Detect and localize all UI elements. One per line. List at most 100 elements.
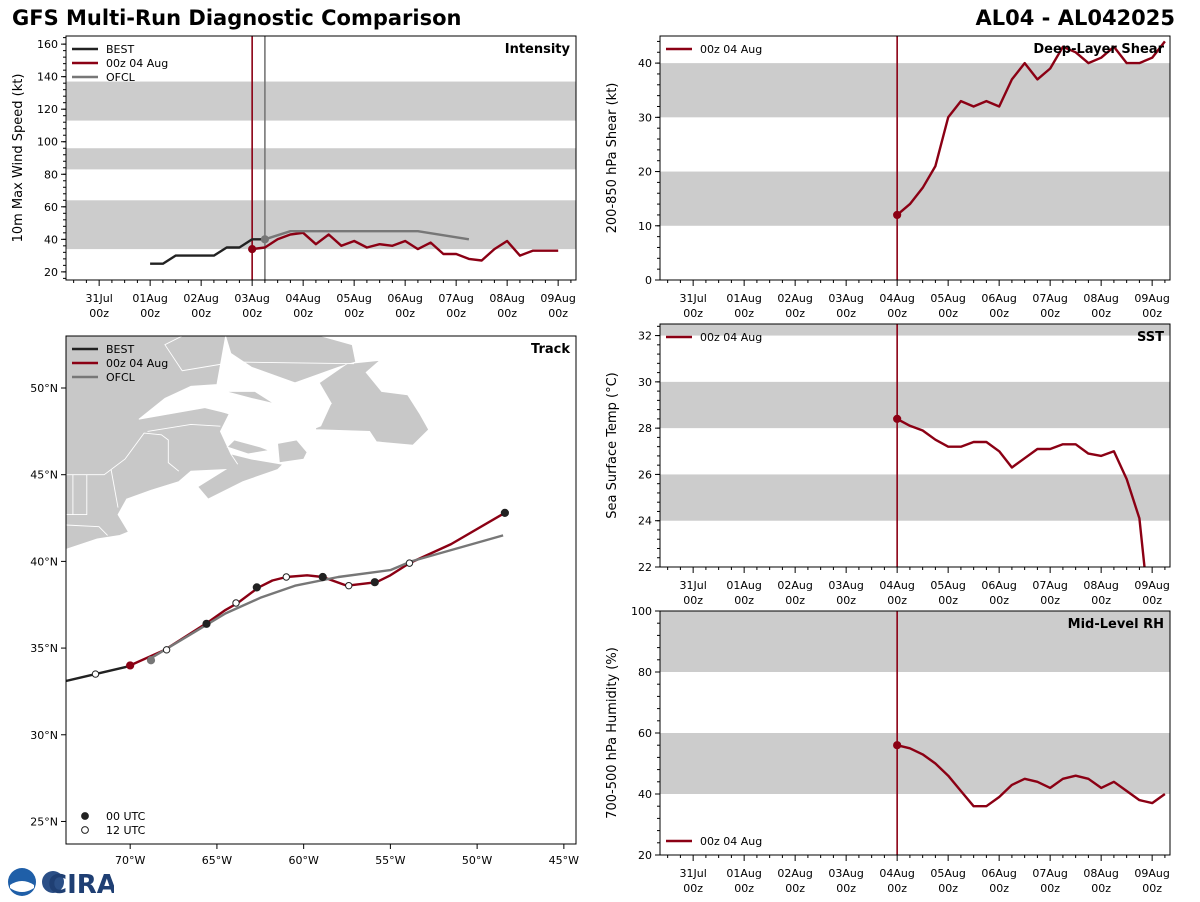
y-tick-label: 100	[631, 605, 652, 618]
chart-rh: 20 40 60 80 100 31Jul 00z 01Aug 00z 02Aug 00z 03Aug…	[605, 605, 1171, 895]
plot-area	[66, 36, 576, 280]
land-pei	[226, 439, 271, 455]
x-tick-label: 00z	[887, 594, 907, 607]
x-tick-label: 09Aug	[1134, 292, 1169, 305]
data-point-best	[318, 572, 327, 582]
x-tick-label: 70°W	[115, 854, 145, 867]
x-tick-label: 03Aug	[828, 867, 863, 880]
x-tick-label: 00z	[1040, 594, 1060, 607]
series-line-best	[150, 238, 265, 265]
data-point-best	[91, 670, 100, 678]
legend-label: 00z 04 Aug	[106, 357, 168, 370]
x-tick-label: 31Jul	[680, 579, 707, 592]
x-tick-label: 07Aug	[1032, 579, 1067, 592]
data-point-best	[500, 508, 509, 517]
state-border	[110, 469, 119, 508]
y-tick-label: 45°N	[30, 469, 58, 482]
x-tick-label: 00z	[836, 882, 856, 895]
x-tick-label: 00z	[938, 882, 958, 895]
cira-globe-icon	[42, 871, 64, 893]
series-line-ofcl	[264, 229, 470, 241]
x-tick-label: 00z	[191, 307, 211, 320]
y-tick-label: 10	[638, 220, 652, 233]
x-tick-label: 08Aug	[489, 292, 524, 305]
data-point-best	[232, 599, 240, 607]
y-axis-label: 200-850 hPa Shear (kt)	[605, 83, 620, 234]
plot-area	[660, 324, 1170, 567]
data-point-best	[370, 578, 379, 587]
labrador-border	[164, 336, 355, 372]
x-tick-label: 00z	[887, 307, 907, 320]
plot-area	[660, 611, 1170, 855]
y-tick-label: 80	[638, 666, 652, 679]
x-tick-label: 00z	[734, 594, 754, 607]
cira-logo: CIRA	[4, 866, 117, 900]
x-tick-label: 00z	[548, 307, 568, 320]
land-newfoundland	[313, 359, 430, 446]
y-axis-label: Sea Surface Temp (°C)	[605, 372, 620, 519]
legend-label: 00z 04 Aug	[106, 57, 168, 70]
series-line-run	[896, 744, 1166, 808]
logo-mark: CIRA	[8, 868, 117, 900]
y-tick-label: 140	[37, 71, 58, 84]
x-tick-label: 02Aug	[777, 292, 812, 305]
x-tick-label: 06Aug	[387, 292, 422, 305]
x-tick-label: 08Aug	[1083, 867, 1118, 880]
x-tick-label: 05Aug	[336, 292, 371, 305]
x-tick-label: 45°W	[549, 854, 579, 867]
data-point-run	[248, 244, 257, 254]
y-tick-label: 40°N	[30, 555, 58, 568]
y-tick-label: 30	[638, 111, 652, 124]
x-tick-label: 08Aug	[1083, 292, 1118, 305]
x-tick-label: 03Aug	[828, 579, 863, 592]
y-tick-label: 40	[44, 233, 58, 246]
x-tick-label: 31Jul	[86, 292, 113, 305]
y-tick-label: 30°N	[30, 729, 58, 742]
x-tick-label: 02Aug	[777, 579, 812, 592]
legend-marker	[81, 812, 89, 820]
x-tick-label: 01Aug	[132, 292, 167, 305]
x-tick-label: 00z	[89, 307, 109, 320]
threshold-band	[66, 81, 576, 121]
x-tick-label: 01Aug	[726, 292, 761, 305]
x-tick-label: 00z	[734, 882, 754, 895]
province-border	[147, 423, 221, 432]
data-point-best	[202, 619, 211, 628]
plot-frame	[65, 335, 577, 845]
y-tick-label: 22	[638, 561, 652, 574]
x-tick-label: 31Jul	[680, 867, 707, 880]
x-tick-label: 00z	[989, 307, 1009, 320]
data-point-best	[252, 583, 261, 592]
x-tick-label: 07Aug	[1032, 292, 1067, 305]
x-tick-label: 00z	[1040, 882, 1060, 895]
panel-title: SST	[1137, 330, 1164, 345]
y-tick-label: 35°N	[30, 642, 58, 655]
x-tick-label: 06Aug	[981, 292, 1016, 305]
y-axis-label: 10m Max Wind Speed (kt)	[11, 74, 26, 243]
threshold-band	[660, 611, 1170, 672]
legend-label: 12 UTC	[106, 824, 146, 837]
y-tick-label: 60	[638, 727, 652, 740]
x-tick-label: 04Aug	[285, 292, 320, 305]
x-tick-label: 04Aug	[879, 292, 914, 305]
x-tick-label: 00z	[938, 307, 958, 320]
threshold-band	[660, 324, 1170, 336]
data-point-best	[405, 559, 414, 567]
y-tick-label: 120	[37, 103, 58, 116]
y-tick-label: 60	[44, 201, 58, 214]
legend-label: 00z 04 Aug	[700, 331, 762, 344]
plot-area	[66, 336, 509, 683]
x-tick-label: 01Aug	[726, 579, 761, 592]
x-tick-label: 05Aug	[930, 867, 965, 880]
x-tick-label: 50°W	[462, 854, 492, 867]
legend-label: BEST	[106, 43, 134, 56]
data-point-run	[126, 661, 135, 670]
y-tick-label: 50°N	[30, 382, 58, 395]
x-tick-label: 05Aug	[930, 579, 965, 592]
state-border	[66, 524, 108, 536]
x-tick-label: 06Aug	[981, 867, 1016, 880]
plot-area	[660, 36, 1170, 280]
x-tick-label: 00z	[836, 594, 856, 607]
x-tick-label: 00z	[785, 594, 805, 607]
